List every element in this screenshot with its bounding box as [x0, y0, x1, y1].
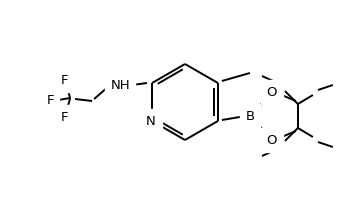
Text: F: F — [60, 110, 68, 123]
Text: B: B — [245, 110, 255, 123]
Text: N: N — [146, 114, 156, 128]
Text: O: O — [267, 86, 277, 99]
Text: F: F — [46, 94, 54, 106]
Text: O: O — [267, 134, 277, 147]
Text: F: F — [60, 73, 68, 86]
Text: NH: NH — [110, 79, 130, 92]
